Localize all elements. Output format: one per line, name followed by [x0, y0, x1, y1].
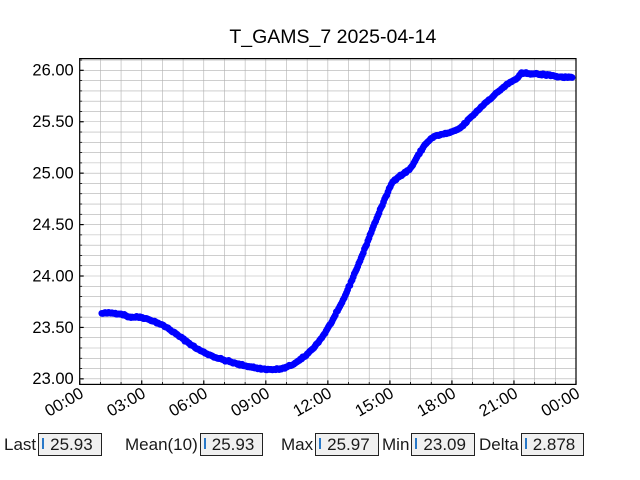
svg-text:25.00: 25.00: [32, 165, 73, 183]
svg-text:24.00: 24.00: [32, 267, 73, 285]
svg-text:T_GAMS_7 2025-04-14: T_GAMS_7 2025-04-14: [229, 26, 436, 48]
svg-text:23.00: 23.00: [32, 370, 73, 388]
svg-text:24.50: 24.50: [32, 216, 73, 234]
svg-text:26.00: 26.00: [32, 62, 73, 80]
svg-text:23.50: 23.50: [32, 319, 73, 337]
svg-text:25.50: 25.50: [32, 113, 73, 131]
